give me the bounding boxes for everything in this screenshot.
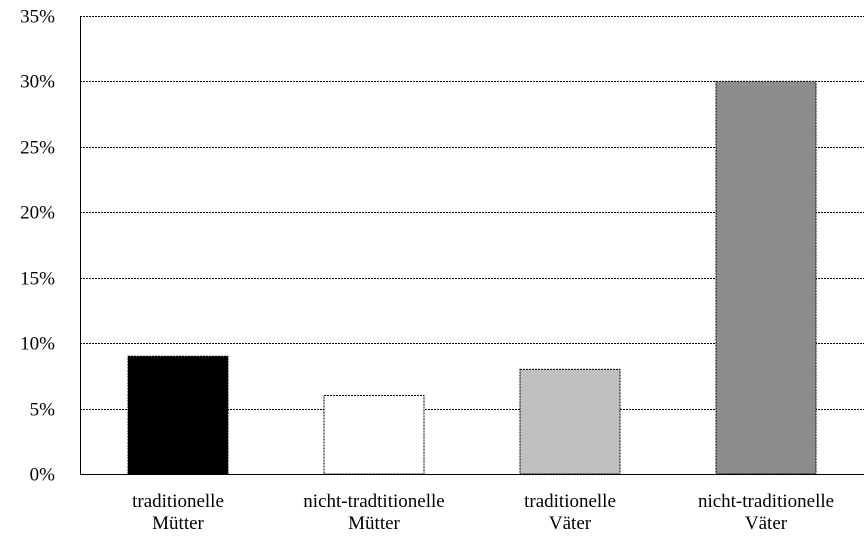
y-tick-label-0: 0% <box>30 465 56 486</box>
category-label-2-line-2: Mütter <box>348 513 400 534</box>
y-tick-label-10: 10% <box>20 334 55 355</box>
y-tick-label-20: 20% <box>20 203 55 224</box>
y-tick-label-25: 25% <box>20 138 55 159</box>
bar-3 <box>519 368 621 475</box>
x-category-labels: traditionelleMütternicht-tradtitionelleM… <box>132 491 834 534</box>
bar-2 <box>323 394 425 475</box>
category-label-3-line-2: Väter <box>549 513 592 534</box>
bar-1 <box>127 355 229 475</box>
y-tick-label-5: 5% <box>30 400 56 421</box>
y-tick-label-15: 15% <box>20 269 55 290</box>
bars <box>127 80 817 475</box>
category-label-2-line-1: nicht-tradtitionelle <box>303 491 444 512</box>
y-tick-label-35: 35% <box>20 7 55 28</box>
category-label-1-line-1: traditionelle <box>132 491 224 512</box>
gridlines <box>80 16 864 410</box>
y-tick-labels: 0% 5% 10% 15% 20% 25% 30% 35% <box>20 7 55 486</box>
y-tick-label-30: 30% <box>20 72 55 93</box>
category-label-3-line-1: traditionelle <box>524 491 616 512</box>
category-label-4-line-2: Väter <box>745 513 788 534</box>
category-label-1-line-2: Mütter <box>152 513 204 534</box>
bar-4 <box>715 80 817 475</box>
axes <box>80 16 864 475</box>
category-label-4-line-1: nicht-traditionelle <box>698 491 834 512</box>
